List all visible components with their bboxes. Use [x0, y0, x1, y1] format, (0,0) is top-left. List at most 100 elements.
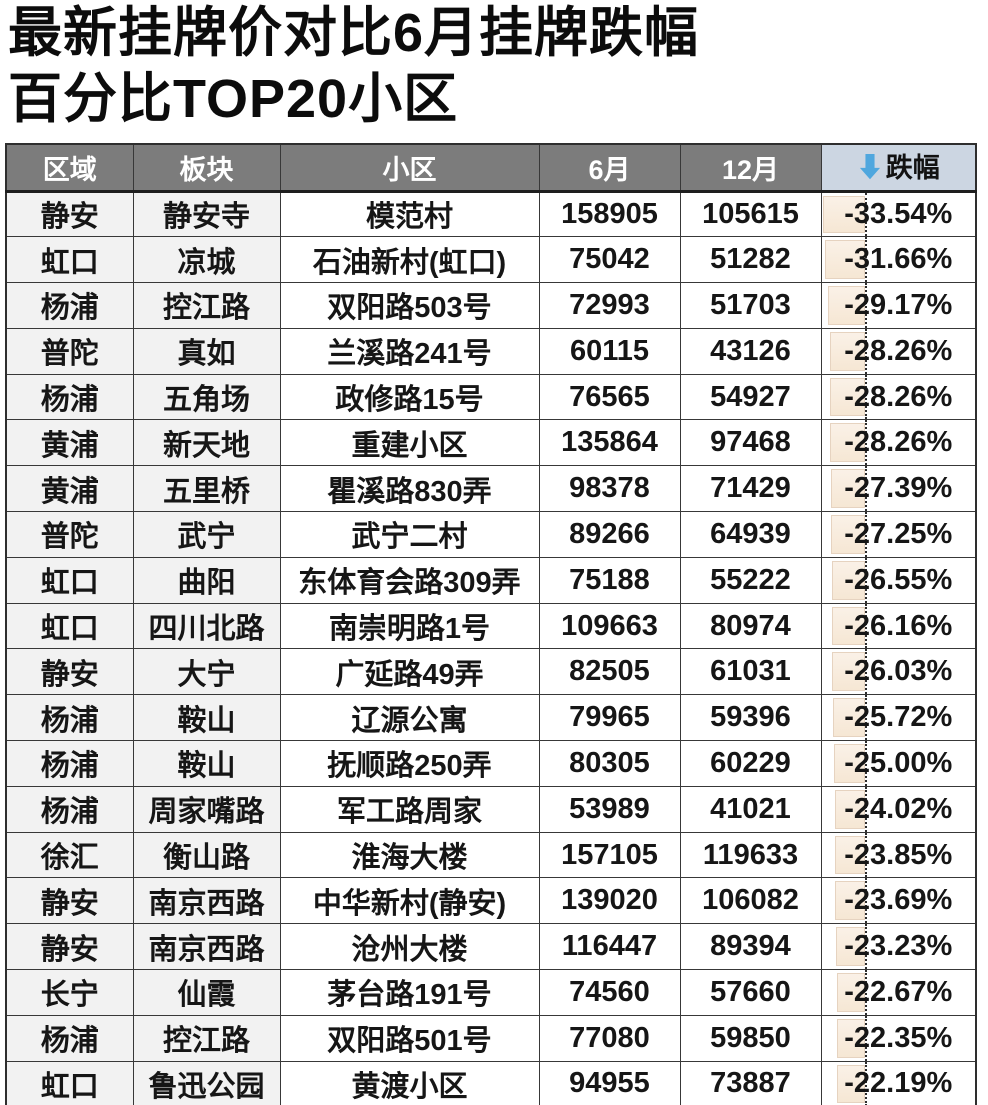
- cell-december: 97468: [679, 419, 822, 467]
- negative-data-bar: [836, 1018, 865, 1058]
- cell-drop: -22.35%: [820, 1014, 977, 1062]
- cell-block: 南京西路: [132, 877, 281, 925]
- cell-community: 双阳路503号: [279, 282, 540, 329]
- cell-region: 虹口: [5, 1060, 134, 1105]
- cell-region: 杨浦: [5, 785, 134, 833]
- zero-axis-line: [864, 787, 867, 832]
- negative-data-bar: [836, 973, 865, 1012]
- table-row: 杨浦 鞍山 辽源公寓 79965 59396 -25.72%: [5, 694, 977, 742]
- cell-region: 静安: [5, 877, 134, 925]
- cell-drop: -26.16%: [820, 602, 977, 650]
- table-row: 虹口 鲁迅公园 黄渡小区 94955 73887 -22.19%: [5, 1060, 977, 1105]
- cell-region: 黄浦: [5, 465, 134, 513]
- title-line-1: 最新挂牌价对比6月挂牌跌幅: [8, 3, 700, 63]
- cell-block: 五里桥: [132, 465, 281, 513]
- cell-block: 鲁迅公园: [132, 1060, 281, 1105]
- cell-block: 仙霞: [132, 969, 281, 1016]
- cell-june: 116447: [538, 923, 681, 971]
- drop-value: -33.54%: [844, 197, 953, 230]
- cell-drop: -25.00%: [820, 740, 977, 787]
- drop-value: -27.25%: [844, 517, 953, 550]
- page-title: 最新挂牌价对比6月挂牌跌幅 百分比TOP20小区: [8, 0, 699, 132]
- cell-region: 普陀: [5, 511, 134, 558]
- cell-june: 72993: [538, 282, 681, 329]
- zero-axis-line: [864, 192, 867, 236]
- cell-community: 辽源公寓: [279, 694, 540, 742]
- zero-axis-line: [864, 604, 867, 648]
- cell-community: 双阳路501号: [279, 1014, 540, 1062]
- cell-drop: -28.26%: [820, 419, 977, 467]
- cell-block: 真如: [132, 327, 281, 375]
- drop-value: -22.35%: [844, 1021, 953, 1054]
- cell-block: 鞍山: [132, 694, 281, 742]
- drop-value: -27.39%: [844, 472, 953, 505]
- cell-june: 77080: [538, 1014, 681, 1062]
- cell-drop: -27.25%: [820, 511, 977, 558]
- zero-axis-line: [864, 466, 867, 511]
- negative-data-bar: [829, 331, 865, 371]
- cell-june: 75188: [538, 556, 681, 604]
- cell-community: 广延路49弄: [279, 648, 540, 696]
- table-row: 杨浦 五角场 政修路15号 76565 54927 -28.26%: [5, 373, 977, 421]
- cell-region: 静安: [5, 923, 134, 971]
- cell-december: 57660: [679, 969, 822, 1016]
- table-row: 虹口 曲阳 东体育会路309弄 75188 55222 -26.55%: [5, 556, 977, 604]
- col-header-community: 小区: [279, 143, 540, 193]
- negative-data-bar: [827, 286, 865, 325]
- zero-axis-line: [864, 420, 867, 465]
- cell-community: 模范村: [279, 190, 540, 238]
- table-row: 杨浦 鞍山 抚顺路250弄 80305 60229 -25.00%: [5, 740, 977, 787]
- cell-community: 茅台路191号: [279, 969, 540, 1016]
- zero-axis-line: [864, 741, 867, 786]
- cell-december: 41021: [679, 785, 822, 833]
- cell-december: 64939: [679, 511, 822, 558]
- cell-drop: -28.26%: [820, 327, 977, 375]
- col-header-drop-label: 跌幅: [885, 153, 940, 184]
- negative-data-bar: [831, 606, 865, 646]
- cell-community: 瞿溪路830弄: [279, 465, 540, 513]
- zero-axis-line: [864, 970, 867, 1015]
- cell-june: 60115: [538, 327, 681, 375]
- drop-value: -28.26%: [844, 380, 953, 413]
- cell-region: 长宁: [5, 969, 134, 1016]
- negative-data-bar: [822, 195, 865, 234]
- zero-axis-line: [864, 512, 867, 557]
- table-body: 静安 静安寺 模范村 158905 105615 -33.54% 虹口 凉城 石油新村(虹口) 7…: [5, 190, 977, 1105]
- cell-december: 80974: [679, 602, 822, 650]
- drop-value: -23.69%: [844, 884, 953, 917]
- cell-december: 71429: [679, 465, 822, 513]
- cell-drop: -25.72%: [820, 694, 977, 742]
- table-row: 杨浦 控江路 双阳路501号 77080 59850 -22.35%: [5, 1014, 977, 1062]
- cell-june: 89266: [538, 511, 681, 558]
- cell-block: 四川北路: [132, 602, 281, 650]
- cell-community: 石油新村(虹口): [279, 236, 540, 284]
- table-row: 杨浦 周家嘴路 军工路周家 53989 41021 -24.02%: [5, 785, 977, 833]
- cell-december: 51703: [679, 282, 822, 329]
- zero-axis-line: [864, 695, 867, 740]
- drop-value: -26.16%: [844, 609, 953, 642]
- zero-axis-line: [864, 833, 867, 877]
- cell-december: 54927: [679, 373, 822, 421]
- table-row: 静安 南京西路 沧州大楼 116447 89394 -23.23%: [5, 923, 977, 971]
- cell-block: 曲阳: [132, 556, 281, 604]
- drop-value: -22.67%: [844, 975, 953, 1008]
- table-row: 长宁 仙霞 茅台路191号 74560 57660 -22.67%: [5, 969, 977, 1016]
- cell-community: 淮海大楼: [279, 831, 540, 879]
- cell-community: 军工路周家: [279, 785, 540, 833]
- table-row: 虹口 凉城 石油新村(虹口) 75042 51282 -31.66%: [5, 236, 977, 284]
- cell-june: 79965: [538, 694, 681, 742]
- table-row: 普陀 武宁 武宁二村 89266 64939 -27.25%: [5, 511, 977, 558]
- cell-region: 杨浦: [5, 694, 134, 742]
- cell-december: 51282: [679, 236, 822, 284]
- cell-drop: -33.54%: [820, 190, 977, 238]
- cell-december: 119633: [679, 831, 822, 879]
- drop-value: -23.85%: [844, 838, 953, 871]
- cell-december: 43126: [679, 327, 822, 375]
- cell-block: 衡山路: [132, 831, 281, 879]
- negative-data-bar: [835, 927, 865, 967]
- cell-block: 南京西路: [132, 923, 281, 971]
- cell-drop: -23.23%: [820, 923, 977, 971]
- col-header-drop: 跌幅: [820, 143, 977, 193]
- drop-value: -31.66%: [844, 243, 953, 276]
- cell-block: 大宁: [132, 648, 281, 696]
